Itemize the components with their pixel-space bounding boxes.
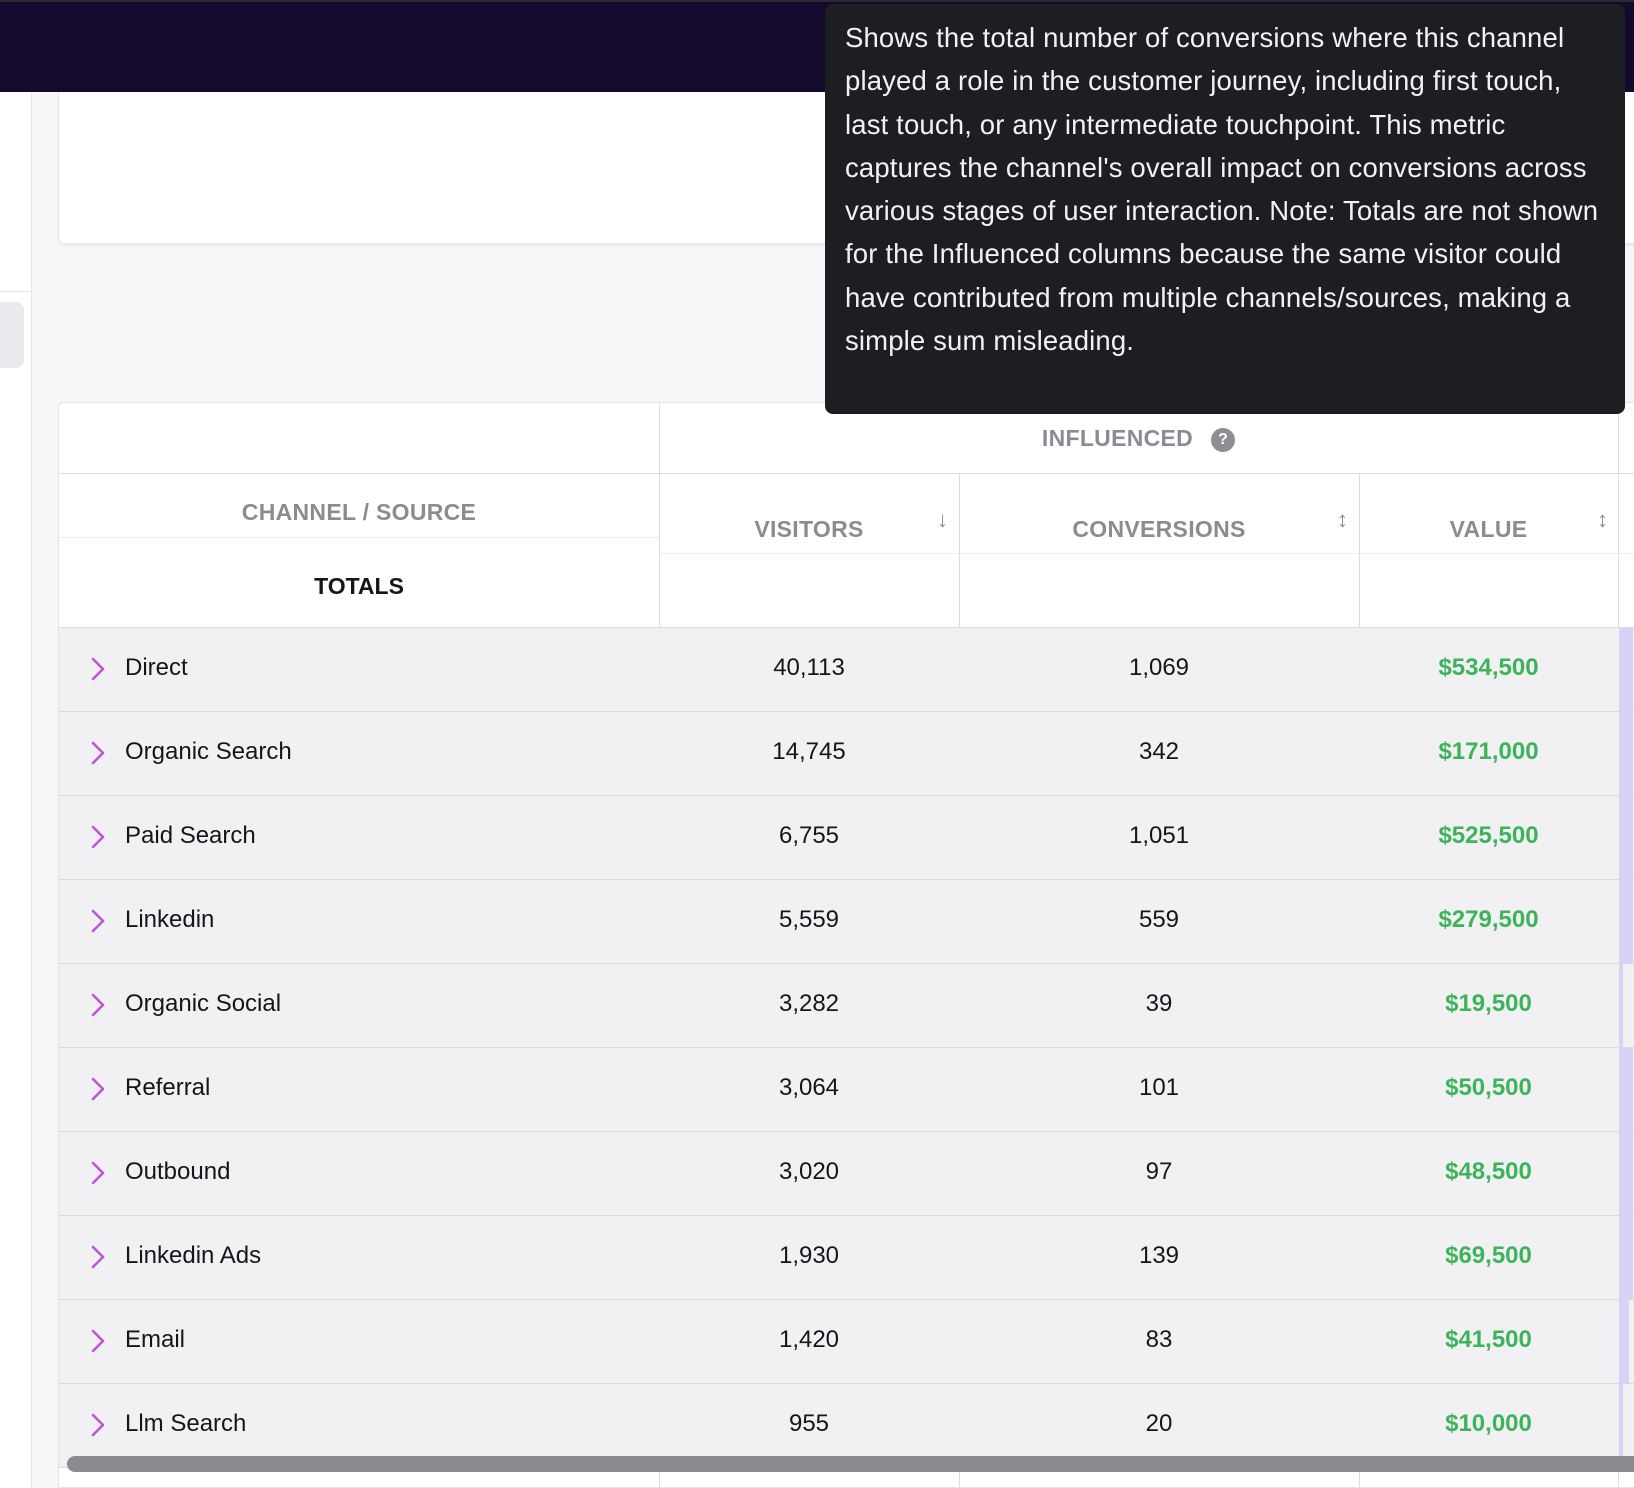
value-amount: $279,500 (1438, 906, 1539, 933)
header-subdivider (59, 537, 659, 538)
value-amount: $50,500 (1445, 1074, 1532, 1101)
channel-source-header[interactable]: CHANNEL / SOURCE (241, 499, 477, 525)
sidebar-divider (0, 291, 32, 292)
visitors-value: 6,755 (778, 822, 840, 849)
value-bar (1619, 796, 1633, 880)
conversions-value: 101 (1138, 1074, 1180, 1101)
value-amount: $534,500 (1438, 654, 1539, 681)
channel-name[interactable]: Paid Search (125, 822, 256, 849)
header-divider (59, 473, 1634, 474)
channel-name[interactable]: Referral (125, 1074, 211, 1101)
table-row[interactable]: Linkedin 5,559 559 $279,500 (59, 880, 1634, 964)
chevron-right-icon[interactable] (83, 822, 113, 852)
visitors-value: 14,745 (772, 738, 846, 765)
table-row[interactable]: Referral 3,064 101 $50,500 (59, 1048, 1634, 1132)
sort-updown-icon[interactable]: ↕ (1337, 507, 1348, 532)
value-amount: $48,500 (1445, 1158, 1532, 1185)
conversions-header[interactable]: CONVERSIONS (1072, 516, 1246, 542)
value-amount: $171,000 (1438, 738, 1539, 765)
value-amount: $10,000 (1445, 1410, 1532, 1437)
header-subdivider (659, 553, 1634, 554)
chevron-right-icon[interactable] (83, 1242, 113, 1272)
sidebar-tab[interactable] (0, 302, 24, 368)
influenced-label: INFLUENCED (1041, 425, 1194, 451)
value-bar (1619, 880, 1633, 964)
conversions-value: 1,069 (1128, 654, 1190, 681)
value-header[interactable]: VALUE (1449, 516, 1528, 542)
table-row[interactable]: Direct 40,113 1,069 $534,500 (59, 628, 1634, 712)
conversions-value: 1,051 (1128, 822, 1190, 849)
value-bar (1619, 1216, 1633, 1300)
value-amount: $525,500 (1438, 822, 1539, 849)
conversions-value: 342 (1138, 738, 1180, 765)
conversions-value: 559 (1138, 906, 1180, 933)
value-bar (1619, 964, 1623, 1048)
chevron-right-icon[interactable] (83, 1326, 113, 1356)
attribution-table: INFLUENCED? CHANNEL / SOURCE VISITORS ↓ … (58, 402, 1634, 1488)
header-bottom-divider (59, 627, 1634, 628)
value-bar (1619, 1048, 1633, 1132)
channel-name[interactable]: Linkedin Ads (125, 1242, 262, 1269)
visitors-value: 3,282 (778, 990, 840, 1017)
horizontal-scrollbar[interactable] (67, 1456, 1634, 1472)
conversions-value: 83 (1145, 1326, 1173, 1353)
value-amount: $41,500 (1445, 1326, 1532, 1353)
value-bar (1619, 628, 1633, 712)
visitors-value: 3,064 (778, 1074, 840, 1101)
channel-name[interactable]: Email (125, 1326, 186, 1353)
chevron-right-icon[interactable] (83, 1410, 113, 1440)
conversions-value: 139 (1138, 1242, 1180, 1269)
table-row[interactable]: Organic Search 14,745 342 $171,000 (59, 712, 1634, 796)
value-bar (1619, 1300, 1629, 1384)
channel-name[interactable]: Direct (125, 654, 188, 681)
question-circle-icon[interactable]: ? (1211, 427, 1236, 452)
channel-name[interactable]: Linkedin (125, 906, 215, 933)
visitors-value: 1,420 (778, 1326, 840, 1353)
value-bar (1619, 712, 1633, 796)
left-sidebar (0, 92, 32, 1488)
visitors-value: 955 (788, 1410, 830, 1437)
visitors-value: 3,020 (778, 1158, 840, 1185)
table-row[interactable]: Linkedin Ads 1,930 139 $69,500 (59, 1216, 1634, 1300)
table-row[interactable]: Paid Search 6,755 1,051 $525,500 (59, 796, 1634, 880)
influenced-group-header: INFLUENCED? (659, 425, 1618, 452)
value-bar (1619, 1384, 1623, 1468)
conversions-value: 20 (1145, 1410, 1173, 1437)
chevron-right-icon[interactable] (83, 1074, 113, 1104)
channel-name[interactable]: Outbound (125, 1158, 231, 1185)
chevron-right-icon[interactable] (83, 990, 113, 1020)
channel-name[interactable]: Organic Search (125, 738, 292, 765)
channel-name[interactable]: Organic Social (125, 990, 282, 1017)
chevron-right-icon[interactable] (83, 1158, 113, 1188)
channel-name[interactable]: Llm Search (125, 1410, 247, 1437)
table-row[interactable]: Llm Search 955 20 $10,000 (59, 1384, 1634, 1468)
value-bar (1619, 1132, 1633, 1216)
value-amount: $19,500 (1445, 990, 1532, 1017)
chevron-right-icon[interactable] (83, 738, 113, 768)
influenced-tooltip: Shows the total number of conversions wh… (825, 4, 1625, 414)
conversions-value: 39 (1145, 990, 1173, 1017)
table-row[interactable]: Organic Social 3,282 39 $19,500 (59, 964, 1634, 1048)
table-row[interactable]: Email 1,420 83 $41,500 (59, 1300, 1634, 1384)
sort-updown-icon[interactable]: ↕ (1597, 507, 1608, 532)
visitors-header[interactable]: VISITORS (754, 516, 864, 542)
chevron-right-icon[interactable] (83, 654, 113, 684)
totals-label: TOTALS (314, 573, 404, 599)
chevron-right-icon[interactable] (83, 906, 113, 936)
visitors-value: 1,930 (778, 1242, 840, 1269)
arrow-down-icon[interactable]: ↓ (937, 507, 948, 532)
value-amount: $69,500 (1445, 1242, 1532, 1269)
visitors-value: 5,559 (778, 906, 840, 933)
table-row[interactable]: Outbound 3,020 97 $48,500 (59, 1132, 1634, 1216)
conversions-value: 97 (1145, 1158, 1173, 1185)
visitors-value: 40,113 (773, 654, 845, 681)
